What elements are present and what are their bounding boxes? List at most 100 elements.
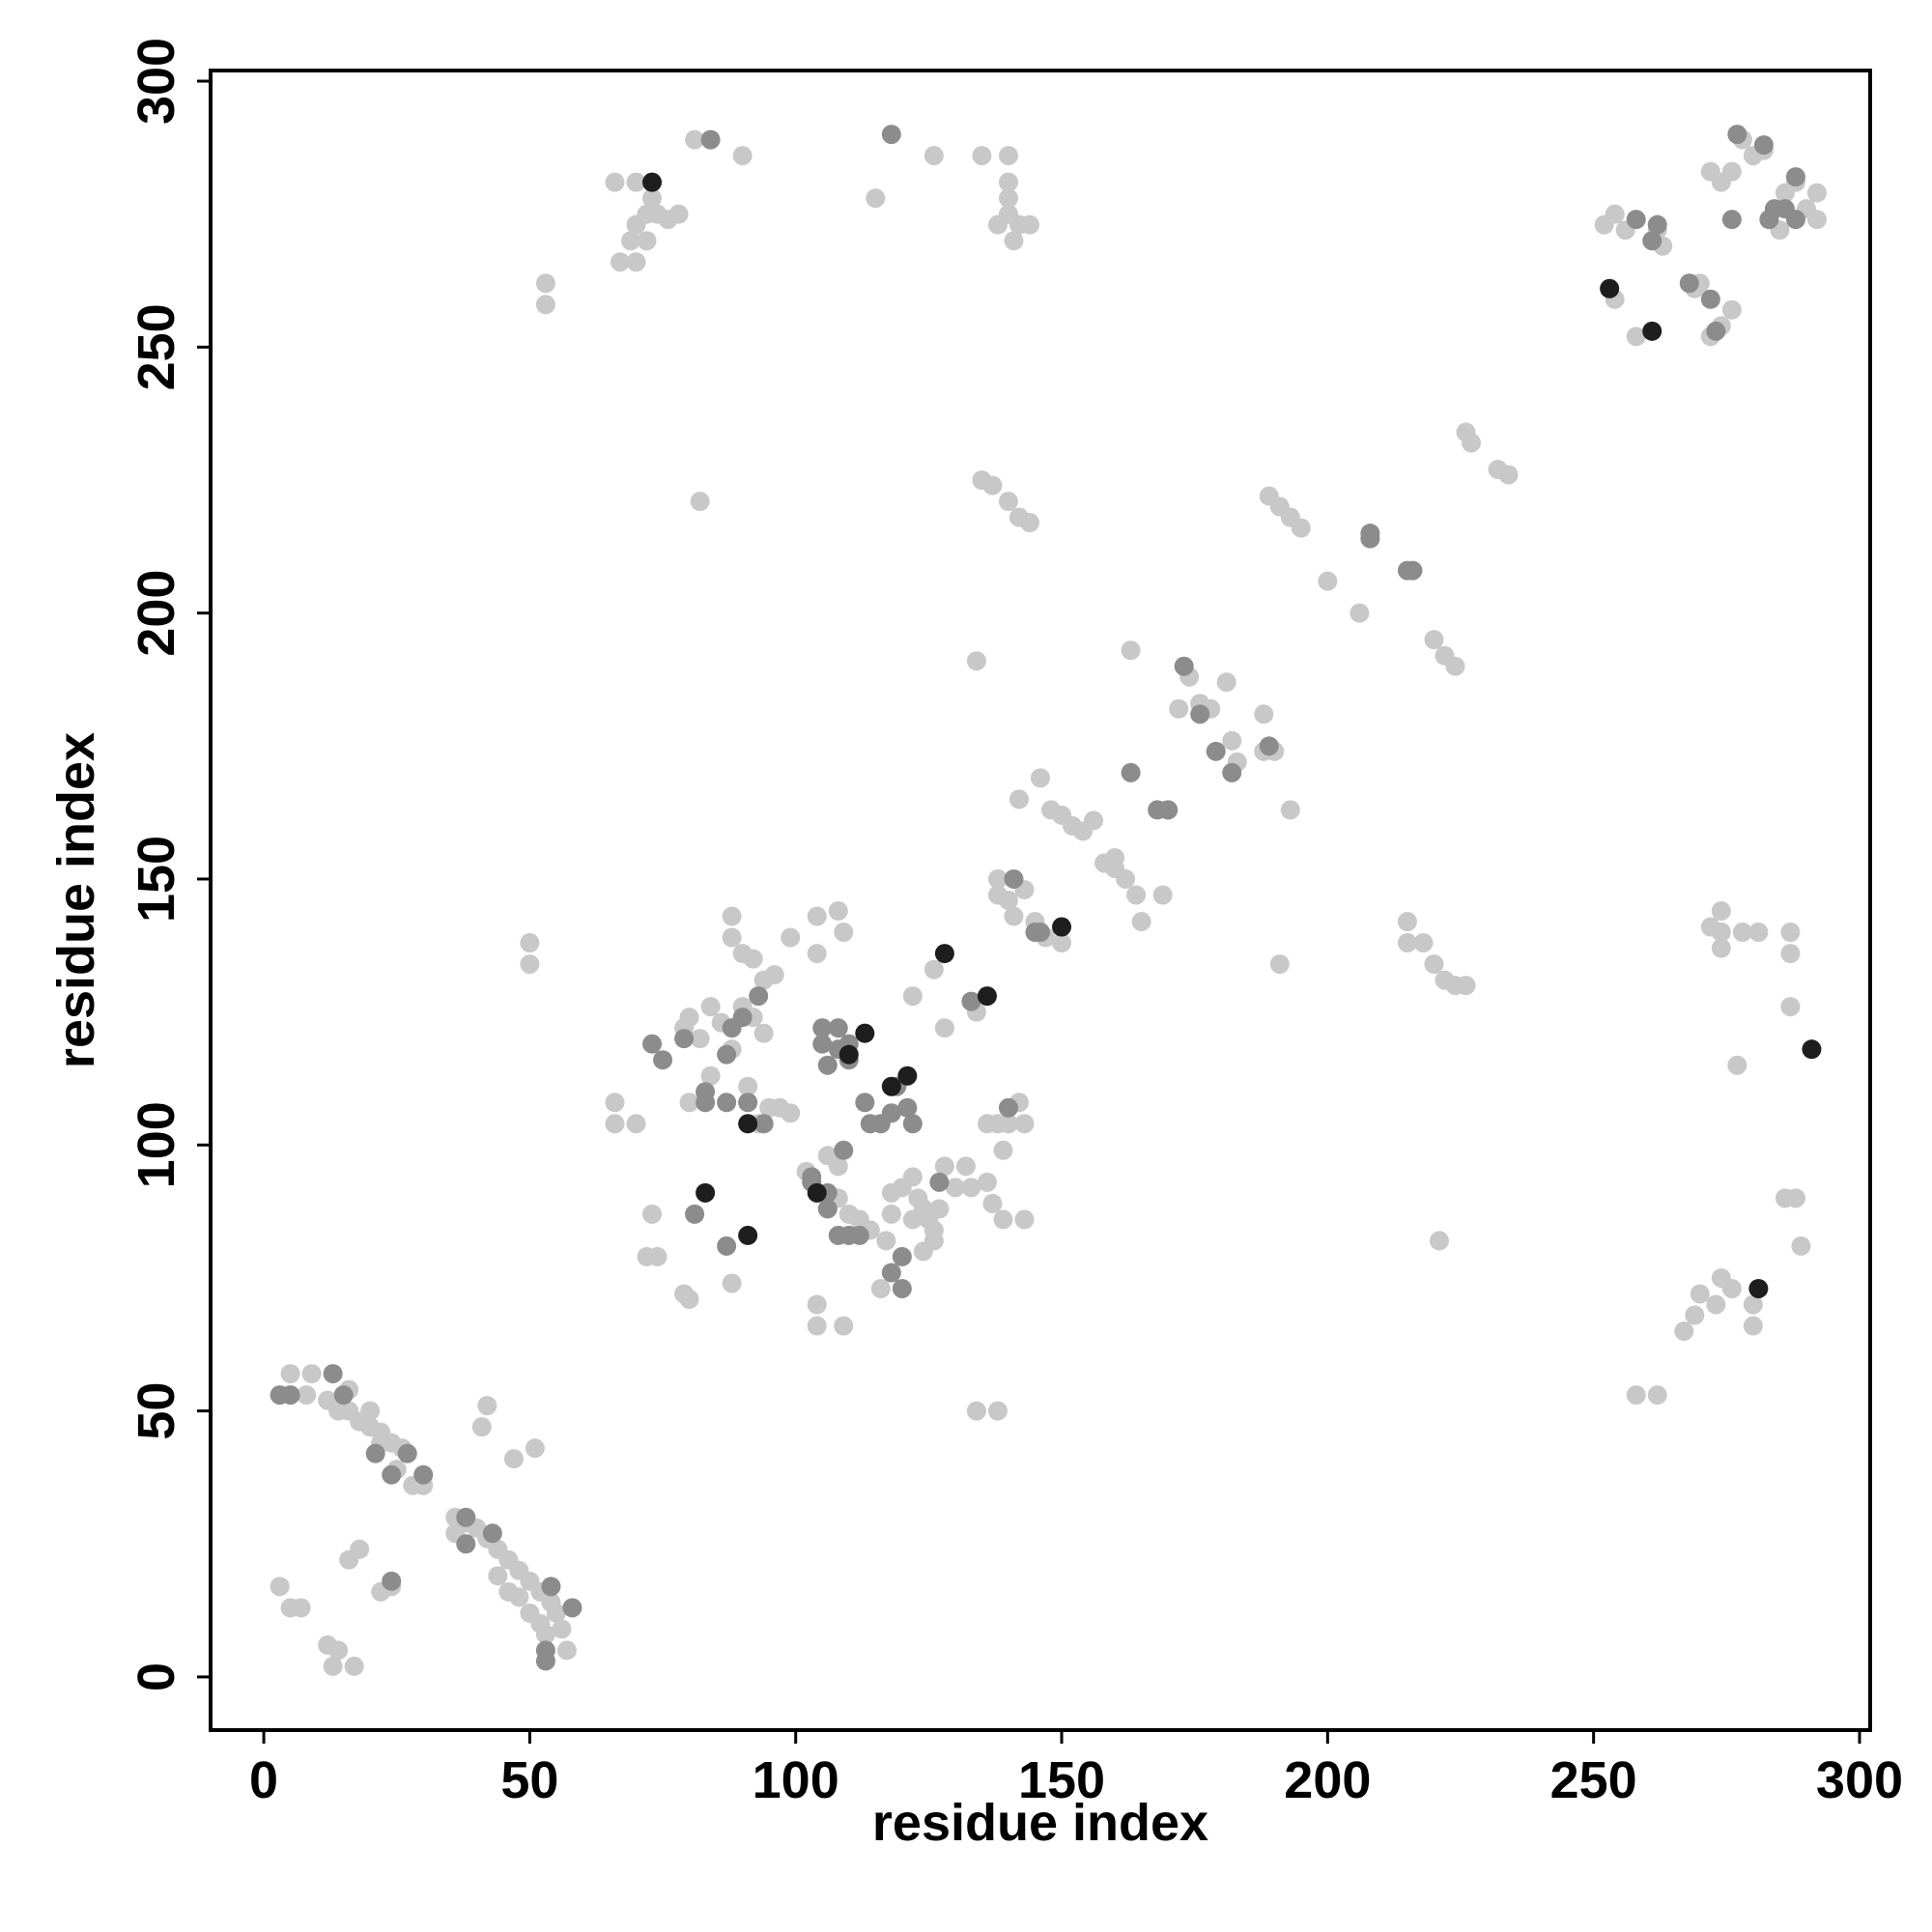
point: [717, 1093, 737, 1113]
point: [902, 1114, 923, 1134]
point: [1462, 433, 1482, 453]
point: [1626, 210, 1646, 230]
point: [892, 1278, 912, 1298]
point: [605, 1114, 625, 1134]
point: [647, 1246, 668, 1266]
point: [881, 125, 901, 145]
point: [397, 1443, 417, 1463]
point: [738, 1076, 758, 1096]
point: [382, 1464, 402, 1485]
point: [520, 1603, 540, 1623]
point: [998, 188, 1018, 209]
point: [1174, 656, 1194, 676]
point: [961, 1178, 981, 1198]
point: [1706, 321, 1726, 341]
point: [562, 1598, 582, 1618]
point: [1424, 630, 1444, 650]
point: [520, 933, 540, 953]
point: [812, 1018, 833, 1038]
point: [328, 1640, 349, 1661]
point: [1014, 1114, 1035, 1134]
point: [1259, 736, 1279, 756]
point: [998, 492, 1018, 512]
point: [1780, 944, 1801, 964]
point: [1721, 161, 1742, 182]
point: [1498, 465, 1519, 485]
point: [477, 1396, 497, 1416]
point: [1700, 289, 1720, 309]
point: [605, 172, 625, 192]
point: [1780, 923, 1801, 943]
point: [1158, 800, 1179, 820]
point: [1318, 571, 1338, 591]
point: [743, 949, 763, 969]
point: [1084, 810, 1104, 831]
point: [520, 954, 540, 975]
point: [413, 1464, 434, 1485]
point: [1131, 912, 1151, 932]
x-tick-label: 250: [1550, 1751, 1637, 1809]
point: [456, 1507, 476, 1527]
point: [642, 1204, 663, 1224]
point: [923, 959, 944, 980]
y-tick-label: 200: [128, 570, 185, 657]
point: [1009, 789, 1029, 810]
point: [902, 1167, 923, 1187]
point: [977, 1172, 997, 1192]
point: [717, 1236, 737, 1256]
x-tick-label: 200: [1284, 1751, 1371, 1809]
point: [471, 1417, 492, 1437]
point: [1647, 1385, 1667, 1406]
point: [1785, 210, 1805, 230]
point: [1004, 231, 1024, 251]
y-tick-label: 0: [128, 1662, 185, 1691]
point: [732, 146, 753, 166]
point: [365, 1443, 385, 1463]
point: [945, 1178, 965, 1198]
point: [1642, 231, 1662, 251]
point: [955, 1156, 976, 1177]
point: [934, 944, 954, 964]
point: [881, 1103, 901, 1123]
point: [642, 1034, 663, 1054]
point: [1806, 183, 1827, 203]
point: [881, 1076, 901, 1096]
point: [1727, 1055, 1747, 1075]
point: [291, 1598, 311, 1618]
point: [881, 1204, 901, 1224]
point: [1152, 885, 1173, 905]
point: [987, 868, 1008, 889]
x-tick-label: 300: [1816, 1751, 1903, 1809]
point: [764, 965, 784, 985]
y-tick-label: 250: [128, 303, 185, 390]
point: [679, 1289, 699, 1309]
point: [828, 1156, 848, 1177]
point: [1706, 1294, 1726, 1315]
point: [1791, 1236, 1811, 1256]
point: [897, 1097, 918, 1118]
point: [1269, 954, 1290, 975]
point: [1445, 656, 1465, 676]
point: [1806, 210, 1827, 230]
point: [1360, 524, 1380, 544]
point: [301, 1364, 322, 1384]
point: [270, 1577, 290, 1597]
point: [1727, 125, 1747, 145]
point: [812, 1034, 833, 1054]
point: [1711, 901, 1731, 922]
point: [781, 1103, 801, 1123]
point: [653, 1050, 673, 1070]
point: [642, 172, 663, 192]
point: [685, 1204, 705, 1224]
y-tick-label: 150: [128, 836, 185, 923]
point: [817, 1199, 838, 1219]
x-tick-label: 50: [500, 1751, 558, 1809]
point: [700, 997, 721, 1017]
y-axis-label: residue index: [47, 732, 105, 1068]
point: [881, 1263, 901, 1283]
point: [360, 1401, 381, 1421]
point: [1748, 1278, 1769, 1298]
point: [1679, 273, 1699, 294]
point: [722, 906, 742, 926]
point: [1429, 1231, 1449, 1251]
